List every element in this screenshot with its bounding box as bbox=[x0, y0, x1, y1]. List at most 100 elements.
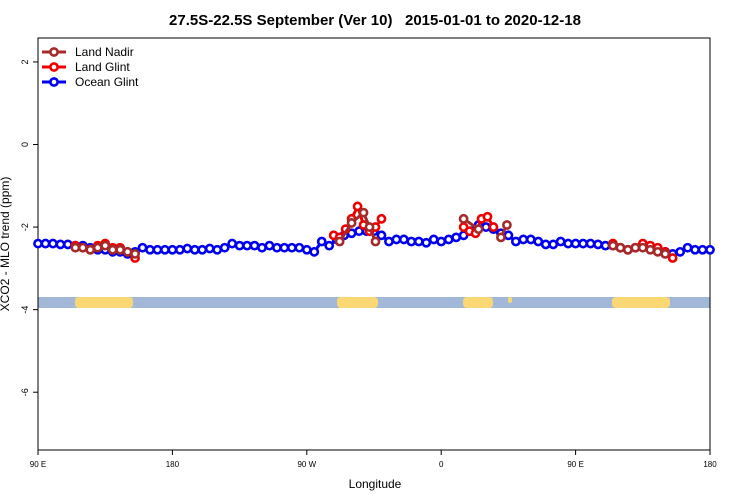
data-point bbox=[548, 239, 559, 250]
data-point bbox=[555, 236, 566, 247]
legend-label: Ocean Glint bbox=[75, 75, 139, 89]
data-point bbox=[33, 238, 43, 249]
data-point bbox=[122, 246, 133, 257]
data-point bbox=[145, 244, 155, 255]
data-point bbox=[334, 236, 345, 247]
data-point bbox=[481, 222, 491, 232]
land-region bbox=[337, 297, 378, 308]
data-point bbox=[593, 239, 603, 250]
data-point bbox=[697, 244, 708, 255]
data-point bbox=[585, 238, 596, 249]
data-point bbox=[227, 238, 238, 249]
data-point bbox=[615, 242, 626, 253]
data-point bbox=[525, 234, 536, 245]
data-point bbox=[370, 236, 381, 247]
data-point bbox=[197, 244, 208, 255]
data-point bbox=[376, 230, 387, 241]
land-region bbox=[612, 297, 670, 308]
data-point bbox=[62, 239, 73, 250]
data-point bbox=[358, 207, 369, 218]
data-point bbox=[406, 236, 417, 247]
y-tick-label: -4 bbox=[20, 306, 30, 314]
data-point bbox=[70, 242, 81, 253]
data-point bbox=[219, 242, 230, 253]
data-point bbox=[234, 240, 245, 251]
land-region bbox=[75, 297, 133, 308]
data-point bbox=[77, 242, 88, 253]
land-region bbox=[508, 297, 512, 303]
data-point bbox=[174, 244, 185, 255]
data-point bbox=[316, 236, 327, 247]
data-point bbox=[301, 244, 312, 255]
data-point bbox=[100, 240, 111, 251]
data-point bbox=[264, 240, 275, 251]
data-point bbox=[115, 244, 126, 255]
data-point bbox=[705, 244, 715, 255]
y-tick-label: 0 bbox=[20, 142, 30, 147]
data-point bbox=[346, 218, 357, 228]
data-point bbox=[272, 242, 282, 253]
data-point bbox=[137, 242, 148, 253]
data-point bbox=[352, 201, 363, 212]
data-point bbox=[286, 242, 297, 253]
data-point bbox=[257, 242, 267, 253]
data-point bbox=[652, 246, 663, 257]
data-point bbox=[682, 242, 693, 253]
data-point bbox=[502, 220, 512, 230]
data-point bbox=[391, 234, 402, 245]
data-point bbox=[242, 240, 252, 251]
data-point bbox=[482, 211, 493, 222]
y-tick-label: -2 bbox=[20, 223, 30, 231]
data-point bbox=[413, 236, 424, 247]
data-point bbox=[496, 232, 506, 243]
y-tick-label: 2 bbox=[20, 59, 30, 64]
data-point bbox=[488, 222, 499, 232]
data-point bbox=[204, 243, 215, 254]
data-point bbox=[578, 238, 588, 249]
data-point bbox=[384, 236, 394, 247]
x-tick-label: 90 W bbox=[297, 460, 316, 469]
data-point bbox=[55, 239, 66, 250]
x-axis-label: Longitude bbox=[349, 477, 402, 491]
data-point bbox=[645, 244, 656, 255]
data-point bbox=[398, 234, 409, 245]
data-point bbox=[630, 242, 641, 253]
chart-title: 27.5S-22.5S September (Ver 10) 2015-01-0… bbox=[169, 12, 581, 29]
data-point bbox=[92, 242, 103, 253]
y-tick-label: -6 bbox=[20, 388, 30, 396]
data-point bbox=[428, 234, 439, 245]
x-tick-label: 90 E bbox=[30, 460, 46, 469]
x-tick-label: 180 bbox=[166, 460, 180, 469]
data-point bbox=[451, 232, 462, 243]
data-point bbox=[660, 249, 671, 259]
data-point bbox=[518, 234, 529, 245]
x-tick-label: 90 E bbox=[567, 460, 583, 469]
data-point bbox=[608, 240, 618, 251]
data-point bbox=[503, 230, 514, 241]
data-point bbox=[167, 244, 178, 255]
data-point bbox=[182, 243, 193, 254]
x-tick-label: 180 bbox=[703, 460, 717, 469]
data-point bbox=[600, 240, 611, 251]
data-point bbox=[364, 222, 375, 232]
data-point bbox=[458, 213, 469, 224]
data-point bbox=[130, 249, 140, 259]
data-point bbox=[443, 234, 454, 245]
land-region bbox=[463, 297, 493, 308]
y-axis-label: XCO2 - MLO trend (ppm) bbox=[0, 177, 12, 312]
data-point bbox=[533, 236, 544, 247]
legend-label: Land Nadir bbox=[75, 45, 134, 59]
data-point bbox=[622, 244, 633, 255]
data-point bbox=[160, 244, 170, 255]
data-point bbox=[510, 236, 521, 247]
x-tick-label: 0 bbox=[439, 460, 444, 469]
data-point bbox=[421, 237, 432, 248]
data-point bbox=[40, 238, 51, 249]
data-point bbox=[637, 242, 648, 253]
legend-marker bbox=[49, 47, 59, 57]
data-point bbox=[376, 213, 387, 224]
data-point bbox=[107, 244, 118, 255]
data-point bbox=[152, 244, 163, 255]
data-point bbox=[249, 240, 260, 251]
